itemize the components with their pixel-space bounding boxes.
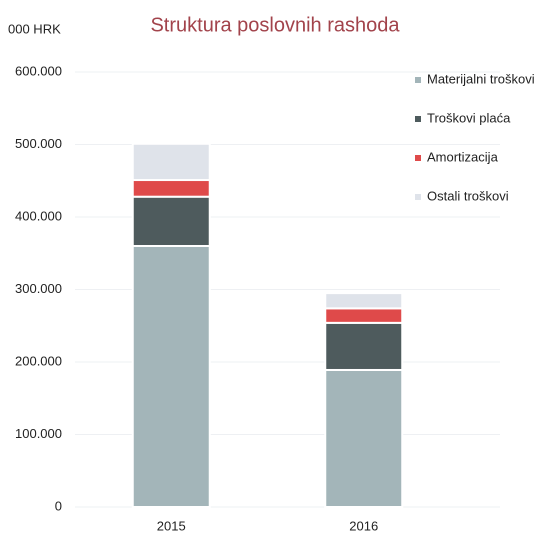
y-tick-label: 300.000 bbox=[15, 281, 62, 296]
bar-segment bbox=[324, 307, 404, 324]
bar-segment bbox=[324, 321, 404, 371]
legend-swatch bbox=[415, 194, 421, 200]
bar-segment bbox=[324, 292, 404, 310]
bar-segment bbox=[131, 195, 211, 247]
legend-label: Amortizacija bbox=[427, 149, 499, 164]
bar-segment bbox=[131, 179, 211, 198]
legend-swatch bbox=[415, 116, 421, 122]
bar-segment bbox=[324, 368, 404, 508]
legend-swatch bbox=[415, 155, 421, 161]
y-tick-label: 400.000 bbox=[15, 208, 62, 223]
y-tick-label: 600.000 bbox=[15, 63, 62, 78]
y-tick-label: 100.000 bbox=[15, 426, 62, 441]
unit-label: 000 HRK bbox=[8, 21, 61, 36]
chart-title: Struktura poslovnih rashoda bbox=[150, 14, 400, 36]
x-tick-label: 2015 bbox=[157, 518, 186, 533]
legend-label: Materijalni troškovi bbox=[427, 71, 535, 86]
bar-segment bbox=[131, 245, 211, 508]
y-tick-label: 200.000 bbox=[15, 353, 62, 368]
legend-label: Troškovi plaća bbox=[427, 110, 511, 125]
x-tick-label: 2016 bbox=[349, 518, 378, 533]
y-tick-label: 500.000 bbox=[15, 136, 62, 151]
y-tick-label: 0 bbox=[55, 498, 62, 513]
legend-swatch bbox=[415, 77, 421, 83]
legend-label: Ostali troškovi bbox=[427, 188, 509, 203]
bar-segment bbox=[131, 142, 211, 182]
